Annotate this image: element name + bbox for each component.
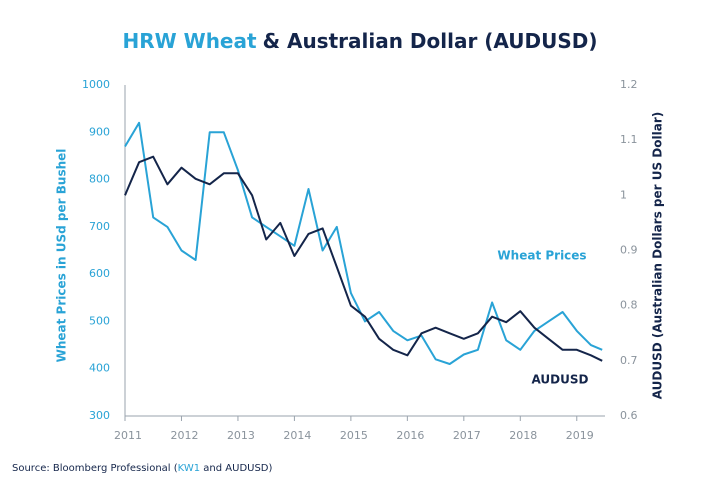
x-tick-label: 2014 [283, 429, 311, 442]
y-tick-label: 1000 [82, 78, 110, 91]
source-part: and AUDUSD) [200, 463, 272, 474]
title-part: HRW Wheat [122, 29, 257, 53]
y-tick-label: 400 [89, 362, 110, 375]
y-tick-label: 500 [89, 314, 110, 327]
series-line [124, 121, 603, 365]
series-label: Wheat Prices [497, 249, 586, 263]
y2-tick-label: 0.9 [620, 244, 638, 257]
y-tick-label: 700 [89, 220, 110, 233]
y2-axis-title: AUDUSD (Australian Dollars per US Dollar… [651, 112, 665, 400]
y-tick-label: 600 [89, 267, 110, 280]
series-label: AUDUSD [532, 373, 589, 387]
x-tick-label: 2013 [227, 429, 255, 442]
y-tick-label: 300 [89, 409, 110, 422]
y-tick-label: 800 [89, 173, 110, 186]
chart-title: HRW Wheat & Australian Dollar (AUDUSD) [122, 29, 597, 53]
title-part: & Australian Dollar (AUDUSD) [263, 29, 598, 53]
source-note: Source: Bloomberg Professional (KW1 and … [12, 463, 273, 474]
y2-tick-label: 0.8 [620, 299, 638, 312]
y-tick-label: 900 [89, 125, 110, 138]
y2-tick-label: 1.1 [620, 133, 638, 146]
y-axis-title: Wheat Prices in USd per Bushel [55, 149, 69, 363]
y2-tick-label: 0.7 [620, 354, 638, 367]
source-part: KW1 [178, 463, 200, 474]
x-tick-label: 2017 [453, 429, 481, 442]
x-tick-label: 2012 [170, 429, 198, 442]
y2-tick-label: 1.2 [620, 78, 638, 91]
x-tick-label: 2011 [114, 429, 142, 442]
source-part: Source: Bloomberg Professional ( [12, 463, 178, 474]
y2-tick-label: 0.6 [620, 409, 638, 422]
x-tick-label: 2019 [566, 429, 594, 442]
series-line [124, 155, 603, 362]
y2-tick-label: 1 [620, 188, 627, 201]
x-tick-label: 2018 [509, 429, 537, 442]
x-tick-label: 2015 [340, 429, 368, 442]
x-tick-label: 2016 [396, 429, 424, 442]
